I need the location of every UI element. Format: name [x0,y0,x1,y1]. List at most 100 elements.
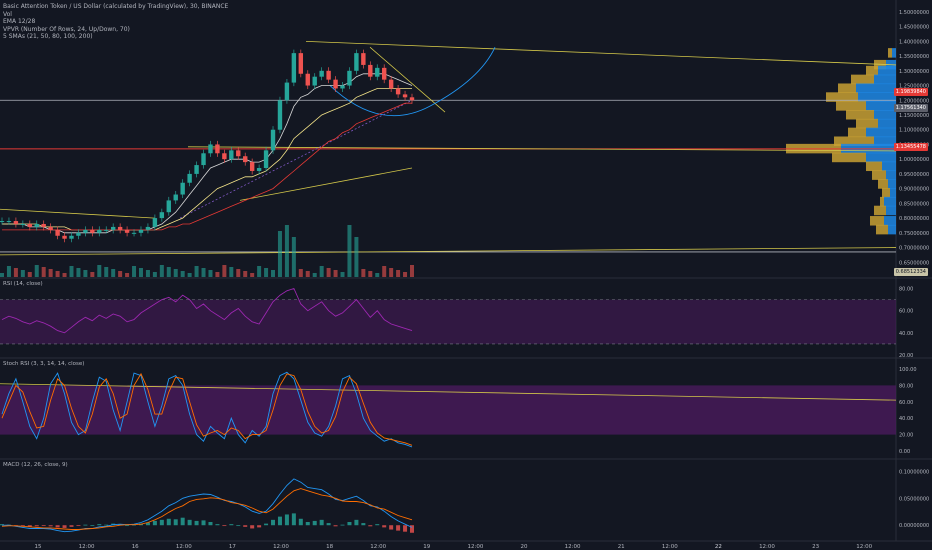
volume-bar [76,268,81,277]
volume-bar [187,273,192,277]
legend-vol[interactable]: Vol [3,10,12,18]
time-axis-tick: 12:00 [273,544,289,550]
price-axis-tick: 1.15000000 [899,113,929,119]
legend-ema[interactable]: EMA 12/28 [3,18,36,25]
macd-histogram-bar [20,525,25,527]
volume-bar [319,266,324,277]
candle-body [222,153,227,160]
volume-bar [243,271,248,277]
stoch-pane-label[interactable]: Stoch RSI (3, 3, 14, 14, close) [3,361,85,367]
legend-vpvr[interactable]: VPVR (Number Of Rows, 24, Up/Down, 70) [3,25,130,33]
candle-body [6,221,12,223]
candle-body [312,76,317,86]
rsi-axis-tick: 60.00 [899,309,913,315]
time-axis-tick: 22 [715,544,722,550]
stoch-axis-tick: 0.00 [899,449,910,455]
volume-bar [173,269,178,277]
volume-bar [194,266,199,277]
macd-histogram-bar [208,522,213,526]
candle-body [305,73,310,86]
macd-histogram-bar [347,522,352,526]
vpvr-bar-up [856,83,896,93]
volume-bar [222,265,227,277]
macd-histogram-bar [326,523,331,526]
candle-body [298,53,304,74]
vpvr-bar-up [866,101,896,111]
candle-body [0,221,5,223]
volume-bar [97,265,102,277]
candle-body [319,70,324,77]
chart-legend: Basic Attention Token / US Dollar (calcu… [3,3,228,41]
volume-bar [69,266,74,277]
price-axis-tick: 1.25000000 [899,84,929,90]
stoch-axis-tick: 40.00 [899,416,913,422]
vpvr-bar-down [874,205,886,216]
volume-bar [333,270,338,277]
vpvr-bar-up [890,188,896,198]
stoch-axis-tick: 20.00 [899,433,913,439]
volume-bar [201,268,206,277]
vpvr-bar-up [892,48,896,58]
price-axis-tick: 1.10000000 [899,128,929,134]
candle-body [166,200,171,213]
candle-body [249,162,255,171]
vpvr-bar-down [838,83,856,93]
macd-axis-tick: 0.05000000 [899,496,929,502]
vpvr-bar-up [878,65,896,76]
candle-body [382,67,387,80]
price-tag-low-line: 0.68512334 [893,268,928,276]
candle-body [409,97,415,101]
candle-body [62,235,67,239]
macd-histogram-bar [27,525,32,527]
candle-body [117,226,123,230]
volume-bar [104,267,109,277]
chart-title[interactable]: Basic Attention Token / US Dollar (calcu… [3,3,229,10]
vpvr-bar-up [874,74,896,85]
candle-body [326,70,331,80]
candle-body [90,229,95,233]
price-axis-tick: 1.20000000 [899,98,929,104]
volume-bar [389,268,394,277]
candle-body [395,88,401,95]
volume-bar [368,271,373,277]
vpvr-bar-down [832,152,866,163]
time-axis-tick: 12:00 [856,544,872,550]
rsi-line [1,287,413,334]
macd-axis-tick: 0.00000000 [899,523,929,529]
legend-smas[interactable]: 5 SMAs (21, 50, 80, 100, 200) [3,33,93,40]
volume-bar [180,271,185,277]
candle-body [34,223,39,227]
macd-histogram-bar [69,525,74,527]
trendline-top [305,40,897,66]
trendline-descending [369,46,446,113]
macd-histogram-bar [250,525,255,529]
volume-bar [138,268,143,277]
candle-body [69,235,74,239]
price-tag-line: 1.17561340 [893,104,928,112]
candle-body [388,79,394,89]
macd-histogram-bar [104,524,109,526]
vpvr-bar-up [866,152,896,163]
volume-bar [340,272,345,277]
time-axis-tick: 21 [618,544,625,550]
candle-body [152,218,158,227]
vpvr-bar-down [870,216,884,226]
volume-bar [132,266,137,277]
vpvr-bar-down [872,170,886,180]
candle-body [284,82,290,101]
volume-bar [236,269,241,277]
macd-histogram-bar [76,525,81,527]
stoch-d-line [1,372,413,446]
time-axis-tick: 12:00 [79,544,95,550]
price-tag-current: 1.19839840 [893,88,928,96]
volume-bar [20,270,25,277]
macd-histogram-bar [368,525,373,527]
rsi-pane-label[interactable]: RSI (14, close) [3,281,43,287]
macd-pane-label[interactable]: MACD (12, 26, close, 9) [3,462,68,468]
candle-body [201,153,206,166]
volume-bar [410,265,414,277]
candle-body [41,223,46,227]
volume-bar [111,269,116,277]
volume-bar [125,273,130,277]
